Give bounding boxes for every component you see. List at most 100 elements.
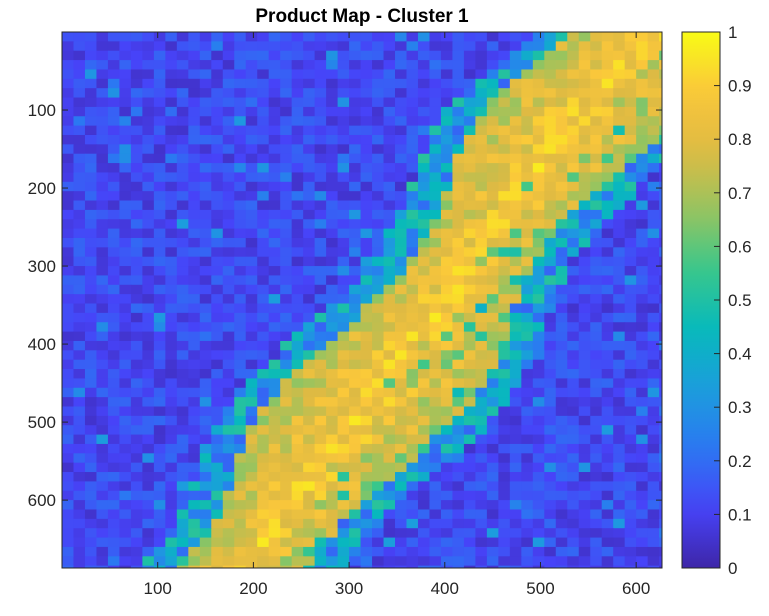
heatmap-cell [176, 490, 189, 501]
heatmap-cell [349, 134, 362, 145]
heatmap-cell [142, 500, 155, 511]
heatmap-cell [440, 331, 454, 342]
heatmap-cell [211, 500, 224, 511]
heatmap-cell [268, 284, 281, 295]
heatmap-cell [521, 434, 534, 445]
heatmap-cell [486, 565, 499, 568]
heatmap-cell [486, 209, 499, 220]
heatmap-cell [360, 275, 373, 286]
heatmap-cell [153, 378, 166, 389]
heatmap-cell [245, 500, 258, 511]
heatmap-cell [636, 237, 649, 248]
heatmap-cell [452, 275, 465, 286]
heatmap-cell [452, 359, 465, 370]
heatmap-cell [73, 443, 86, 454]
heatmap-cell [532, 144, 545, 155]
heatmap-cell [372, 219, 385, 230]
heatmap-cell [440, 88, 454, 99]
heatmap-cell [613, 425, 626, 436]
heatmap-cell [567, 106, 580, 117]
heatmap-cell [452, 116, 465, 127]
heatmap-cell [84, 397, 98, 408]
heatmap-cell [326, 275, 339, 286]
heatmap-cell [532, 106, 545, 117]
heatmap-cell [165, 181, 178, 192]
heatmap-cell [280, 462, 293, 473]
heatmap-cell [337, 97, 350, 108]
heatmap-cell [142, 69, 155, 80]
heatmap-cell [475, 303, 488, 314]
heatmap-cell [188, 359, 201, 370]
heatmap-cell [165, 443, 178, 454]
heatmap-cell [268, 556, 281, 567]
heatmap-cell [452, 462, 465, 473]
heatmap-cell [280, 556, 293, 567]
heatmap-cell [268, 528, 281, 539]
heatmap-cell [119, 237, 132, 248]
heatmap-cell [314, 266, 327, 277]
heatmap-cell [659, 50, 662, 61]
heatmap-cell [521, 331, 534, 342]
heatmap-cell [326, 331, 339, 342]
heatmap-cell [463, 500, 476, 511]
heatmap-cell [578, 443, 591, 454]
heatmap-cell [417, 490, 431, 501]
heatmap-cell [130, 247, 143, 258]
heatmap-cell [372, 153, 385, 164]
heatmap-cell [372, 537, 385, 548]
heatmap-cell [509, 294, 522, 305]
heatmap-cell [257, 415, 270, 426]
heatmap-cell [268, 266, 281, 277]
heatmap-cell [659, 209, 662, 220]
heatmap-cell [222, 153, 235, 164]
heatmap-cell [429, 219, 442, 230]
heatmap-cell [521, 528, 534, 539]
heatmap-cell [429, 275, 442, 286]
heatmap-cell [176, 303, 189, 314]
heatmap-cell [590, 425, 603, 436]
heatmap-cell [601, 78, 614, 89]
heatmap-cell [475, 172, 488, 183]
heatmap-cell [555, 41, 568, 52]
heatmap-cell [567, 275, 580, 286]
heatmap-cell [567, 406, 580, 417]
heatmap-cell [578, 153, 591, 164]
heatmap-cell [567, 378, 580, 389]
heatmap-cell [578, 219, 591, 230]
heatmap-cell [268, 434, 281, 445]
heatmap-cell [532, 50, 545, 61]
heatmap-cell [84, 219, 98, 230]
heatmap-cell [314, 350, 327, 361]
heatmap-cell [555, 247, 568, 258]
heatmap-cell [142, 32, 155, 42]
heatmap-cell [268, 350, 281, 361]
heatmap-cell [303, 181, 316, 192]
heatmap-cell [84, 537, 98, 548]
heatmap-cell [590, 415, 603, 426]
heatmap-cell [647, 490, 660, 501]
heatmap-cell [521, 565, 534, 568]
heatmap-cell [142, 106, 155, 117]
heatmap-cell [337, 266, 350, 277]
heatmap-cell [417, 266, 431, 277]
heatmap-cell [280, 32, 293, 42]
heatmap-cell [349, 200, 362, 211]
heatmap-cell [463, 228, 476, 239]
heatmap-cell [475, 69, 488, 80]
heatmap-cell [567, 331, 580, 342]
heatmap-cell [544, 518, 557, 529]
heatmap-cell [234, 340, 247, 351]
heatmap-cell [406, 443, 419, 454]
heatmap-cell [280, 565, 293, 568]
heatmap-cell [107, 462, 121, 473]
heatmap-cell [555, 462, 568, 473]
heatmap-cell [463, 97, 476, 108]
heatmap-cell [153, 153, 166, 164]
heatmap-cell [268, 191, 281, 202]
heatmap-cell [544, 490, 557, 501]
heatmap-cell [532, 228, 545, 239]
heatmap-cell [96, 153, 109, 164]
heatmap-cell [360, 415, 373, 426]
heatmap-cell [578, 490, 591, 501]
heatmap-cell [176, 387, 189, 398]
